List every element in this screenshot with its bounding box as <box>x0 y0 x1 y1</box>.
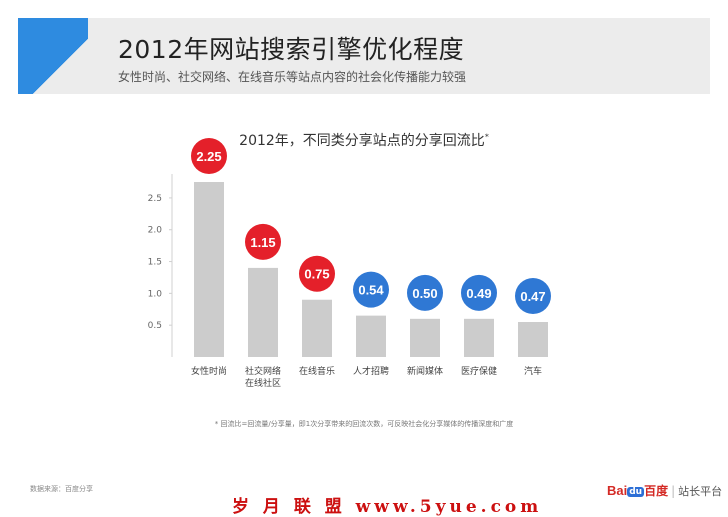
bar <box>410 318 440 357</box>
chart-title-mark: * <box>484 132 489 142</box>
data-label-badge <box>407 274 443 311</box>
logo-bai: Bai <box>607 483 628 498</box>
data-label: 0.75 <box>304 267 329 282</box>
data-label: 2.25 <box>196 149 221 164</box>
x-tick-label: 女性时尚 <box>191 365 227 377</box>
chart-footnote: * 回流比=回流量/分享量，即1次分享带来的回流次数，可反映社会化分享媒体的传播… <box>214 420 514 428</box>
bar <box>302 299 332 357</box>
page-subtitle: 女性时尚、社交网络、在线音乐等站点内容的社会化传播能力较强 <box>118 70 467 84</box>
x-tick-label: 医疗保健 <box>461 365 497 377</box>
y-tick-label: 2.5 <box>148 194 162 204</box>
data-label-badge <box>353 271 389 308</box>
page-title: 2012年网站搜索引擎优化程度 <box>118 35 465 64</box>
y-tick-label: 0.5 <box>148 321 162 331</box>
x-tick-label: 汽车 <box>524 365 542 377</box>
bar <box>194 182 224 357</box>
logo-du: 百度 <box>644 484 669 498</box>
y-tick-label: 1.5 <box>148 258 162 268</box>
data-label-badge <box>245 223 281 260</box>
data-label-badge <box>191 138 227 174</box>
y-tick-label: 2.0 <box>148 226 163 236</box>
watermark-text: 岁 月 联 盟 www.5yue.com <box>232 497 543 517</box>
data-label: 0.47 <box>520 289 545 304</box>
baidu-webmaster-logo[interactable]: Bai du 百度 | 站长平台 <box>607 482 722 499</box>
bar <box>464 318 494 357</box>
data-label: 0.54 <box>358 283 384 298</box>
x-tick-label: 社交网络 <box>245 365 281 377</box>
logo-separator: | <box>671 484 676 498</box>
x-tick-label: 在线社区 <box>245 377 281 389</box>
data-label-badge <box>515 278 551 314</box>
bar <box>518 322 548 357</box>
bar <box>356 315 386 357</box>
data-label: 0.50 <box>412 286 437 301</box>
data-source: 数据来源：百度分享 <box>30 485 93 493</box>
logo-platform: 站长平台 <box>678 485 723 498</box>
y-tick-label: 1.0 <box>148 289 163 299</box>
chart-title: 2012年，不同类分享站点的分享回流比* <box>0 130 728 150</box>
bar <box>248 267 278 357</box>
x-tick-label: 新闻媒体 <box>407 365 443 377</box>
header-band <box>18 18 710 94</box>
x-tick-label: 人才招聘 <box>353 365 389 377</box>
chart-title-text: 2012年，不同类分享站点的分享回流比 <box>239 133 485 149</box>
data-label: 1.15 <box>250 235 275 250</box>
header-accent <box>18 18 88 94</box>
data-label-badge <box>461 274 497 311</box>
x-tick-label: 在线音乐 <box>299 365 335 377</box>
baidu-paw-icon: du <box>627 487 645 497</box>
data-label-badge <box>299 255 335 292</box>
data-label: 0.49 <box>466 286 491 301</box>
